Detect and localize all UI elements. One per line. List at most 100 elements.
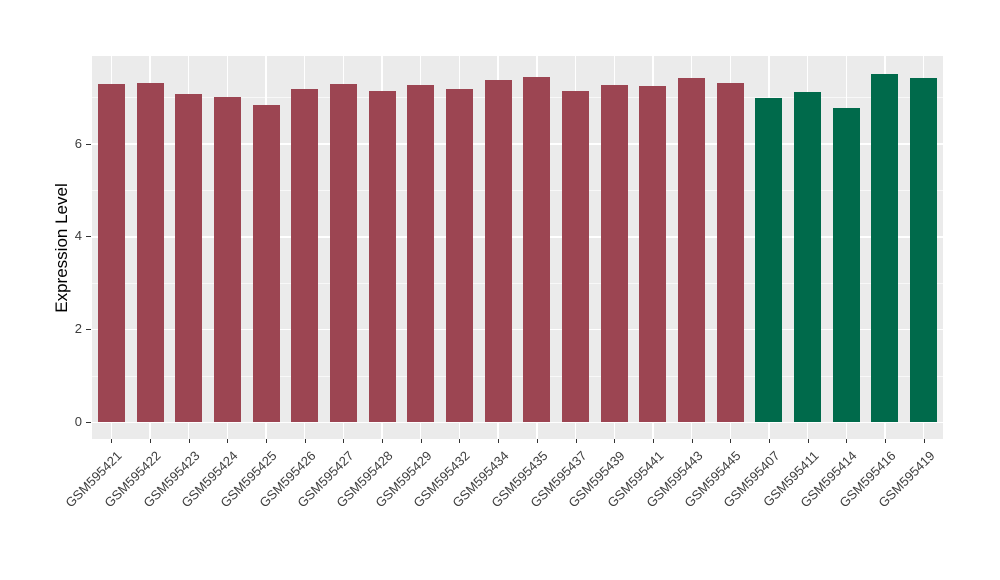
- bar-GSM595427: [329, 84, 357, 422]
- x-tick-label-anchor: GSM595424: [10, 447, 241, 510]
- bar-GSM595416: [871, 73, 899, 422]
- minor-gridline: [92, 190, 943, 191]
- x-tick-label: GSM595432: [410, 448, 474, 511]
- bar-GSM595437: [562, 91, 590, 422]
- x-tick-label: GSM595416: [836, 448, 899, 511]
- major-gridline: [92, 421, 943, 424]
- bar-GSM595407: [755, 98, 783, 422]
- bar-GSM595426: [291, 88, 319, 422]
- bar-GSM595441: [639, 86, 667, 422]
- x-tick-label: GSM595435: [488, 448, 551, 511]
- x-tick-mark: [266, 439, 268, 443]
- bar-GSM595411: [794, 92, 822, 422]
- x-tick-mark: [691, 439, 693, 443]
- bar-GSM595422: [136, 83, 164, 422]
- x-tick-label: GSM595423: [140, 448, 203, 511]
- x-tick-mark: [652, 439, 654, 443]
- x-tick-label-anchor: GSM595422: [0, 447, 163, 510]
- x-tick-label: GSM595437: [526, 448, 590, 511]
- x-tick-label-anchor: GSM595445: [513, 447, 744, 510]
- x-tick-mark: [923, 439, 925, 443]
- x-tick-mark: [150, 439, 152, 443]
- x-tick-mark: [343, 439, 345, 443]
- bar-GSM595424: [213, 97, 241, 422]
- x-tick-mark: [575, 439, 577, 443]
- x-tick-mark: [768, 439, 770, 443]
- x-tick-label: GSM595434: [449, 448, 512, 511]
- x-tick-label-anchor: GSM595429: [204, 447, 434, 510]
- x-tick-label: GSM595419: [875, 448, 938, 511]
- bar-GSM595445: [716, 82, 744, 422]
- x-tick-mark: [111, 439, 113, 443]
- bar-GSM595428: [368, 91, 396, 422]
- x-tick-mark: [884, 439, 886, 443]
- bar-GSM595423: [175, 93, 203, 422]
- x-tick-mark: [536, 439, 538, 443]
- y-axis-title: Expression Level: [52, 183, 71, 313]
- x-tick-label: GSM595428: [333, 448, 396, 511]
- x-tick-label-anchor: GSM595441: [436, 447, 666, 510]
- x-tick-mark: [730, 439, 732, 443]
- x-tick-label-anchor: GSM595425: [49, 447, 279, 510]
- x-tick-label: GSM595439: [565, 448, 628, 511]
- x-tick-mark: [459, 439, 461, 443]
- x-tick-label-anchor: GSM595407: [552, 447, 782, 510]
- bar-GSM595425: [252, 105, 280, 422]
- y-tick-mark: [86, 329, 91, 331]
- bar-GSM595421: [97, 84, 125, 422]
- x-tick-label-anchor: GSM595414: [629, 447, 860, 510]
- x-tick-label-anchor: GSM595443: [475, 447, 705, 510]
- x-tick-label-anchor: GSM595411: [591, 447, 822, 510]
- x-tick-mark: [420, 439, 422, 443]
- plot-panel: [92, 56, 943, 439]
- x-tick-label-anchor: GSM595416: [668, 447, 898, 510]
- x-tick-label: GSM595429: [372, 448, 435, 511]
- x-tick-label: GSM595443: [642, 448, 706, 511]
- x-tick-label-anchor: GSM595423: [0, 447, 202, 510]
- x-tick-label: GSM595407: [720, 448, 783, 511]
- x-tick-label-anchor: GSM595428: [165, 447, 395, 510]
- bar-GSM595414: [832, 108, 860, 422]
- bar-GSM595434: [484, 79, 512, 422]
- x-tick-label: GSM595425: [217, 448, 280, 511]
- x-tick-label-anchor: GSM595419: [707, 447, 937, 510]
- x-tick-mark: [846, 439, 848, 443]
- x-tick-mark: [227, 439, 229, 443]
- x-tick-mark: [304, 439, 306, 443]
- x-tick-label: GSM595411: [759, 448, 822, 510]
- x-tick-mark: [614, 439, 616, 443]
- bar-GSM595439: [600, 85, 628, 422]
- x-tick-label-anchor: GSM595421: [0, 447, 125, 510]
- y-tick-mark: [86, 422, 91, 423]
- major-gridline: [92, 143, 943, 145]
- x-tick-label-anchor: GSM595427: [126, 447, 357, 510]
- x-tick-mark: [382, 439, 384, 443]
- major-gridline: [92, 329, 943, 331]
- minor-gridline: [92, 97, 943, 99]
- x-tick-label: GSM595426: [256, 448, 319, 511]
- bar-GSM595443: [678, 77, 706, 422]
- y-tick-label: 0: [74, 414, 82, 429]
- x-tick-label-anchor: GSM595432: [242, 447, 473, 510]
- y-tick-label: 2: [74, 321, 82, 337]
- x-tick-label: GSM595421: [62, 448, 125, 511]
- bar-GSM595419: [910, 78, 938, 422]
- minor-gridline: [92, 282, 943, 284]
- x-tick-label: GSM595414: [797, 448, 860, 511]
- bar-GSM595435: [523, 77, 551, 422]
- x-tick-mark: [188, 439, 190, 443]
- x-tick-label-anchor: GSM595437: [359, 447, 589, 510]
- x-tick-label-anchor: GSM595434: [281, 447, 512, 510]
- x-tick-label-anchor: GSM595439: [397, 447, 628, 510]
- y-tick-mark: [86, 143, 91, 145]
- y-tick-label: 6: [74, 135, 82, 151]
- major-gridline: [92, 236, 943, 238]
- minor-gridline: [92, 375, 943, 377]
- bar-GSM595432: [445, 88, 473, 422]
- x-tick-mark: [807, 439, 809, 443]
- x-tick-mark: [498, 439, 500, 443]
- x-tick-label: GSM595422: [101, 448, 164, 511]
- x-tick-label: GSM595441: [604, 448, 667, 511]
- y-tick-mark: [86, 236, 91, 238]
- x-tick-label: GSM595427: [294, 448, 358, 511]
